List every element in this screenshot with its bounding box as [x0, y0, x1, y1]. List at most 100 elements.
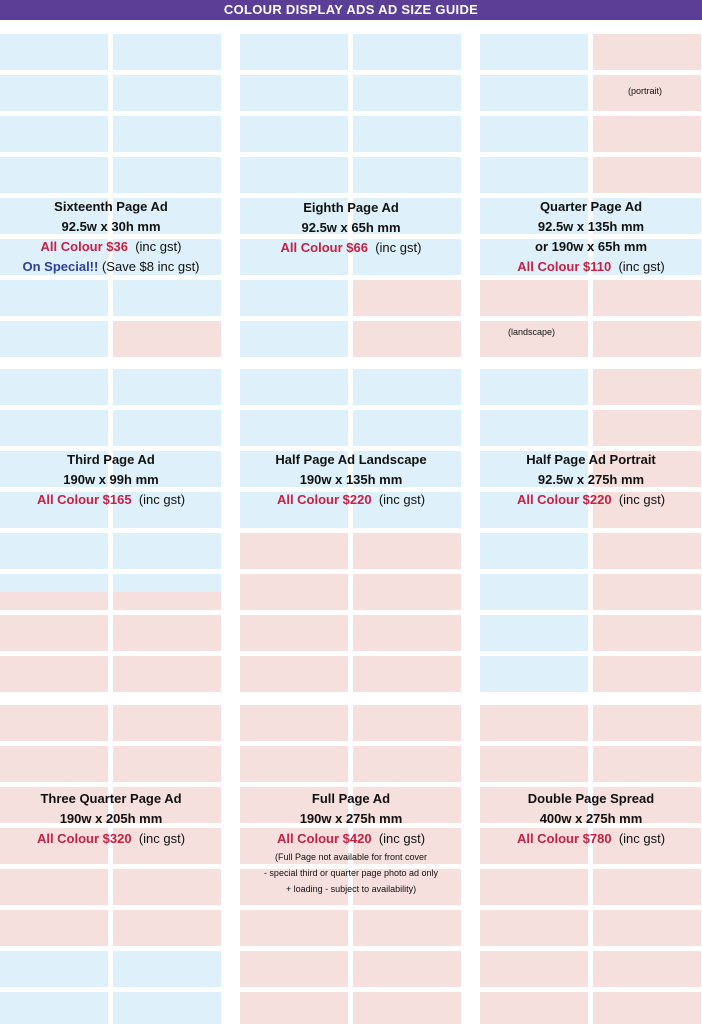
ad-size: 190w x 205h mm — [59, 811, 163, 826]
grid-cell — [240, 451, 348, 487]
ad-info-half-landscape: Half Page Ad Landscape 190w x 135h mm Al… — [240, 450, 462, 510]
grid-cell — [353, 451, 461, 487]
grid-cell — [353, 369, 461, 405]
ad-gst: (inc gst) — [378, 831, 426, 846]
grid-cell — [593, 280, 701, 316]
grid-cell — [113, 157, 221, 193]
ad-size: 92.5w x 135h mm — [537, 219, 645, 234]
ad-info-eighth: Eighth Page Ad 92.5w x 65h mm All Colour… — [240, 198, 462, 258]
grid-cell — [353, 787, 461, 823]
grid-cell — [353, 992, 461, 1024]
ad-title: Half Page Ad Landscape — [275, 452, 427, 467]
ad-price-line: All Colour $780 (inc gst) — [480, 829, 702, 849]
grid-cell — [353, 75, 461, 111]
ad-price: All Colour $36 — [40, 239, 128, 254]
grid-cell — [353, 321, 461, 357]
grid-cell — [480, 75, 588, 111]
ad-price-line: All Colour $36 (inc gst) — [0, 237, 222, 257]
ad-gst: (inc gst) — [618, 831, 666, 846]
grid-cell — [113, 451, 221, 487]
ad-price: All Colour $66 — [280, 240, 368, 255]
grid-cell — [593, 828, 701, 864]
grid-cell — [593, 369, 701, 405]
grid-cell — [593, 746, 701, 782]
grid-cell — [353, 34, 461, 70]
grid-cell — [353, 157, 461, 193]
grid-cell — [113, 492, 221, 528]
ad-gst: (inc gst) — [618, 259, 665, 274]
grid-cell — [593, 116, 701, 152]
grid-cell — [0, 492, 108, 528]
grid-cell — [480, 451, 588, 487]
grid-cell — [240, 992, 348, 1024]
grid-cell — [353, 910, 461, 946]
grid-cell — [593, 75, 701, 111]
grid-cell — [113, 705, 221, 741]
grid-cell — [353, 746, 461, 782]
grid-cell — [0, 198, 108, 234]
grid-cell — [353, 492, 461, 528]
grid-cell — [240, 410, 348, 446]
grid-cell — [113, 198, 221, 234]
ad-price: All Colour $420 — [276, 831, 372, 846]
grid-cell — [480, 280, 588, 316]
ad-gst: (inc gst) — [138, 492, 186, 507]
grid-cell — [480, 787, 588, 823]
grid-cell — [113, 615, 221, 651]
grid-cell — [113, 992, 221, 1024]
ad-size: 92.5w x 65h mm — [301, 220, 401, 235]
grid-cell — [0, 75, 108, 111]
ad-title: Eighth Page Ad — [303, 200, 399, 215]
grid-cell — [113, 116, 221, 152]
grid-cell — [480, 951, 588, 987]
grid-cell — [113, 369, 221, 405]
ad-title: Three Quarter Page Ad — [40, 791, 182, 806]
grid-cell — [0, 533, 108, 569]
grid-cell — [593, 410, 701, 446]
grid-cell — [240, 34, 348, 70]
grid-cell — [593, 910, 701, 946]
ad-special-note: (Save $8 inc gst) — [101, 259, 200, 274]
grid-cell — [0, 369, 108, 405]
grid-cell — [113, 574, 221, 610]
ad-info-half-portrait: Half Page Ad Portrait 92.5w x 275h mm Al… — [480, 450, 702, 510]
ad-price: All Colour $110 — [517, 259, 612, 274]
grid-cell — [353, 239, 461, 275]
grid-cell — [240, 656, 348, 692]
grid-cell — [353, 410, 461, 446]
grid-cell — [113, 321, 221, 357]
grid-cell — [113, 828, 221, 864]
grid-cell — [113, 533, 221, 569]
grid-cell — [480, 410, 588, 446]
ad-price: All Colour $780 — [516, 831, 612, 846]
grid-cell — [480, 239, 588, 275]
grid-cell — [0, 615, 108, 651]
ad-gst: (inc gst) — [135, 239, 182, 254]
grid-cell — [0, 239, 108, 275]
grid-cell — [240, 75, 348, 111]
grid-cell — [593, 615, 701, 651]
grid-cell — [0, 992, 108, 1024]
grid-cell — [353, 656, 461, 692]
ad-price: All Colour $220 — [276, 492, 372, 507]
grid-cell — [0, 746, 108, 782]
ad-price-line: All Colour $165 (inc gst) — [0, 490, 222, 510]
ad-info-third: Third Page Ad 190w x 99h mm All Colour $… — [0, 450, 222, 510]
ad-gst: (inc gst) — [138, 831, 186, 846]
ad-info-three-quarter: Three Quarter Page Ad 190w x 205h mm All… — [0, 789, 222, 849]
ad-note: - special third or quarter page photo ad… — [263, 868, 439, 878]
portrait-tag: (portrait) — [628, 86, 663, 96]
grid-cell — [0, 451, 108, 487]
ad-price: All Colour $220 — [516, 492, 612, 507]
grid-cell — [240, 157, 348, 193]
grid-cell — [240, 492, 348, 528]
grid-cell — [480, 869, 588, 905]
grid-cell — [113, 656, 221, 692]
grid-cell — [480, 116, 588, 152]
ad-price: All Colour $320 — [36, 831, 132, 846]
grid-cell — [353, 951, 461, 987]
page-header: COLOUR DISPLAY ADS AD SIZE GUIDE — [0, 0, 702, 20]
grid-cell — [240, 280, 348, 316]
ad-title: Third Page Ad — [67, 452, 155, 467]
ad-price-line: All Colour $420 (inc gst) — [240, 829, 462, 849]
